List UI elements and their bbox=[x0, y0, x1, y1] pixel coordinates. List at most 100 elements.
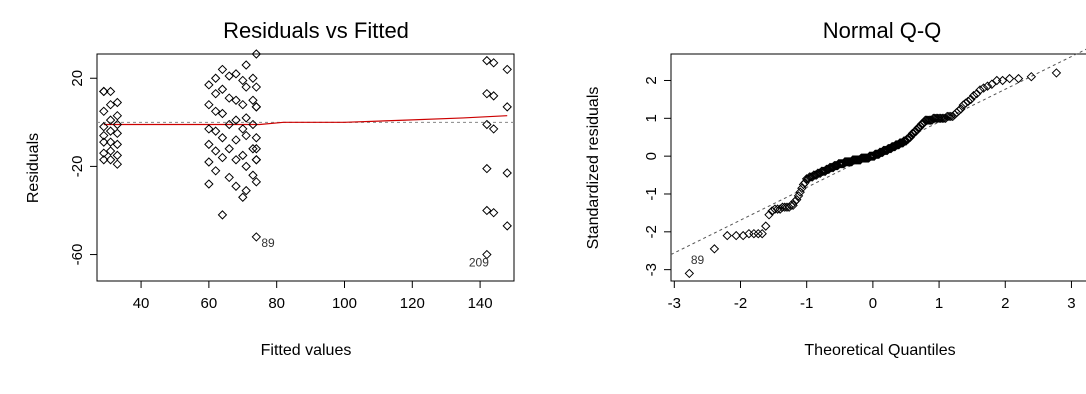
data-point bbox=[105, 137, 116, 147]
qq-point bbox=[968, 90, 979, 101]
qq-point bbox=[963, 96, 973, 106]
data-point bbox=[488, 124, 499, 134]
data-point bbox=[210, 146, 221, 156]
data-point bbox=[112, 119, 123, 130]
y-tick-label: 1 bbox=[643, 114, 660, 122]
qq-point bbox=[899, 136, 909, 146]
y-axis-label: Standardized residuals bbox=[585, 87, 602, 250]
x-tick-label: 3 bbox=[1067, 295, 1075, 312]
data-point bbox=[248, 73, 258, 83]
data-point bbox=[204, 157, 214, 167]
qq-point bbox=[772, 204, 783, 214]
y-tick-label: 0 bbox=[643, 152, 660, 160]
data-point bbox=[231, 181, 241, 191]
data-point bbox=[241, 82, 251, 92]
plot-frame bbox=[670, 53, 1086, 282]
data-point bbox=[502, 102, 512, 112]
data-point bbox=[105, 155, 116, 165]
data-point bbox=[482, 119, 492, 130]
qq-point bbox=[940, 113, 951, 124]
data-point bbox=[224, 144, 234, 154]
data-point bbox=[204, 80, 214, 90]
point-label: 89 bbox=[261, 236, 275, 250]
data-point bbox=[99, 130, 109, 141]
x-tick-label: 2 bbox=[1001, 295, 1009, 312]
qq-point bbox=[777, 202, 788, 212]
data-point bbox=[99, 155, 109, 165]
y-axis-label: Residuals bbox=[25, 133, 42, 203]
data-point bbox=[105, 86, 116, 97]
x-tick-label: 120 bbox=[400, 295, 425, 312]
x-tick-label: 80 bbox=[268, 295, 285, 312]
qq-point bbox=[997, 75, 1008, 86]
data-point bbox=[241, 130, 251, 141]
data-point bbox=[482, 249, 492, 260]
y-tick-label: -2 bbox=[643, 225, 660, 238]
data-point bbox=[210, 166, 221, 176]
data-point bbox=[112, 159, 123, 169]
data-point bbox=[248, 95, 258, 105]
data-point bbox=[488, 207, 499, 218]
qq-point bbox=[764, 210, 774, 220]
data-point bbox=[217, 108, 228, 119]
normal-qq-panel: Normal Q-Q -3 -2 -1 0 1 2 3 2 1 0 -1 -2 -3 89 Theoret… bbox=[585, 18, 1086, 359]
x-tick-label: 100 bbox=[332, 295, 357, 312]
data-point bbox=[238, 192, 248, 202]
data-point bbox=[217, 64, 228, 75]
data-point bbox=[231, 69, 241, 79]
x-axis-label: Fitted values bbox=[261, 342, 352, 359]
data-point bbox=[231, 135, 241, 145]
point-label: 89 bbox=[691, 253, 705, 267]
data-point bbox=[224, 93, 234, 103]
data-point bbox=[204, 99, 214, 110]
data-point bbox=[217, 210, 228, 220]
data-point bbox=[488, 58, 499, 68]
x-tick-label: 0 bbox=[869, 295, 877, 312]
data-point bbox=[482, 55, 492, 66]
data-point bbox=[224, 172, 234, 183]
qq-point bbox=[975, 85, 985, 95]
data-point bbox=[251, 82, 262, 92]
qq-point bbox=[958, 100, 968, 110]
qq-point bbox=[966, 94, 976, 105]
plot-area: 40 60 80 100 120 140 20 -20 -60 89 209 bbox=[69, 49, 514, 312]
qq-point bbox=[960, 98, 971, 108]
data-point bbox=[210, 73, 221, 83]
qq-point bbox=[1013, 73, 1024, 84]
data-point bbox=[99, 86, 109, 97]
data-point bbox=[105, 115, 116, 125]
residuals-vs-fitted-panel: Residuals vs Fitted 40 60 80 100 120 140 20 -20… bbox=[25, 18, 515, 359]
data-point bbox=[204, 124, 214, 134]
data-point bbox=[241, 60, 251, 70]
smoother-line bbox=[103, 115, 508, 126]
qq-point bbox=[775, 204, 785, 214]
data-point bbox=[99, 122, 109, 132]
data-point bbox=[502, 168, 512, 178]
qq-point bbox=[798, 179, 809, 190]
qq-point bbox=[819, 166, 829, 176]
x-tick-label: 140 bbox=[468, 295, 493, 312]
x-tick-label: -1 bbox=[800, 295, 813, 312]
data-point bbox=[210, 106, 221, 117]
data-point bbox=[112, 150, 123, 161]
data-point bbox=[105, 126, 116, 136]
qq-point bbox=[753, 229, 763, 239]
qq-point bbox=[1026, 71, 1037, 82]
data-point bbox=[502, 221, 512, 231]
x-tick-label: 40 bbox=[133, 295, 150, 312]
data-point bbox=[99, 106, 109, 117]
data-point bbox=[112, 97, 123, 108]
data-point bbox=[502, 64, 512, 75]
chart-title: Normal Q-Q bbox=[823, 18, 942, 43]
data-point bbox=[248, 144, 258, 154]
qq-point bbox=[893, 140, 903, 150]
qq-point bbox=[797, 183, 807, 194]
qq-point bbox=[784, 202, 794, 212]
data-point bbox=[238, 99, 248, 110]
qq-point bbox=[788, 200, 798, 211]
qq-point bbox=[954, 106, 964, 116]
data-point bbox=[217, 152, 228, 163]
qq-point bbox=[709, 244, 720, 254]
data-point bbox=[224, 71, 234, 81]
qq-point bbox=[982, 81, 993, 91]
